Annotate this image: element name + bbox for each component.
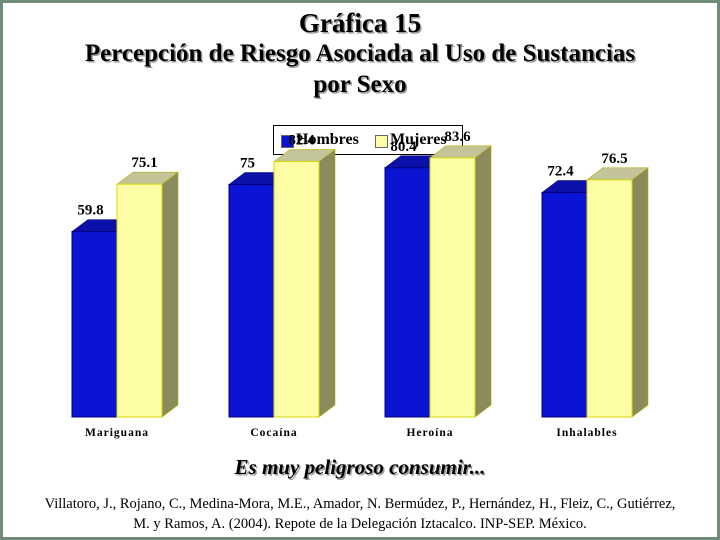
legend-swatch-hombres (281, 135, 294, 148)
value-label: 83.6 (444, 129, 471, 145)
bar-side-mujeres (474, 145, 492, 418)
chart-title: Gráfica 15 Percepción de Riesgo Asociada… (0, 8, 720, 100)
bar-side-mujeres (161, 171, 179, 418)
title-line-1: Gráfica 15 (298, 8, 422, 38)
legend-swatch-mujeres (375, 135, 388, 148)
x-tick-label: Cocaína (250, 427, 297, 439)
value-label: 59.8 (77, 203, 103, 219)
x-tick-label: Heroína (406, 427, 453, 439)
value-label: 75.1 (131, 155, 157, 171)
bar-hombres (541, 192, 588, 418)
bar-side-mujeres (631, 167, 649, 418)
bar-hombres (228, 184, 275, 418)
legend-label-hombres: Hombres (296, 131, 359, 148)
bar-hombres (71, 231, 118, 418)
legend-label-mujeres: Mujeres (390, 131, 447, 148)
bar-mujeres (429, 157, 476, 418)
bar-mujeres (586, 179, 633, 418)
bar-hombres (384, 167, 431, 418)
bar-side-mujeres (318, 148, 336, 418)
citation-text: Villatoro, J., Rojano, C., Medina-Mora, … (44, 496, 676, 532)
value-label: 82.4 (288, 133, 315, 149)
x-tick-label: Mariguana (85, 427, 149, 439)
value-label: 76.5 (601, 151, 627, 167)
value-label: 72.4 (547, 164, 574, 180)
bar-mujeres (273, 161, 320, 418)
x-tick-label: Inhalables (556, 427, 617, 439)
bar-mujeres (116, 183, 163, 418)
title-line-2: Percepción de Riesgo Asociada al Uso de … (84, 40, 636, 67)
value-label: 75 (240, 156, 255, 172)
title-line-3: por Sexo (313, 71, 407, 98)
chart-subtitle: Es muy peligroso consumir... (234, 455, 486, 479)
value-label: 80.4 (390, 139, 417, 155)
